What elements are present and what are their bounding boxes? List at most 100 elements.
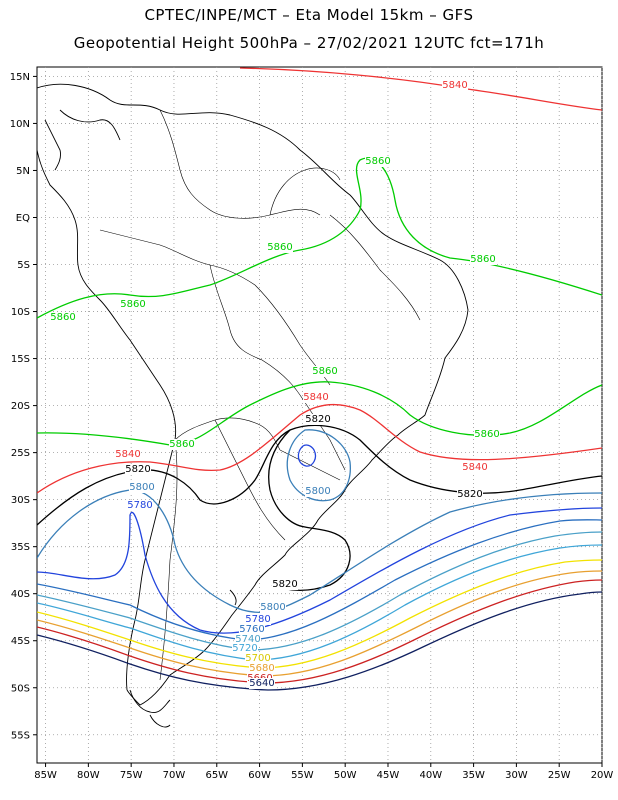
- contour-label: 5860: [474, 429, 499, 440]
- lat-tick-label: 10N: [10, 119, 30, 130]
- lon-tick-label: 65W: [205, 770, 228, 781]
- contour-label: 5860: [169, 439, 194, 450]
- lat-tick-label: 15N: [10, 72, 30, 83]
- contour-label: 5860: [50, 312, 75, 323]
- contour-label: 5800: [260, 602, 285, 613]
- contour-label-bg: [115, 449, 141, 460]
- contour-label-bg: [312, 366, 338, 377]
- lon-tick-label: 50W: [334, 770, 357, 781]
- contour-5780: [37, 507, 602, 634]
- contour-label: 5860: [470, 254, 495, 265]
- contour-5780-low: [297, 444, 317, 467]
- map-title-line2: Geopotential Height 500hPa – 27/02/2021 …: [73, 34, 545, 52]
- contour-5860-north: [37, 157, 602, 319]
- contour-5840-south: [37, 403, 602, 494]
- contour-label: 5820: [457, 489, 482, 500]
- lat-tick-label: 45S: [11, 636, 30, 647]
- contour-label: 5700: [245, 653, 270, 664]
- contour-5740: [37, 531, 602, 651]
- contour-5820-low: [268, 429, 351, 591]
- lon-tick-label: 75W: [120, 770, 143, 781]
- contour-label-bg: [267, 242, 293, 253]
- contour-labels: 5840 5860 5860 5860 5860 5860 5860 5860 5860 5840…: [50, 80, 500, 689]
- lon-tick-label: 35W: [462, 770, 485, 781]
- contour-label-bg: [245, 653, 271, 664]
- lat-tick-label: 5N: [16, 166, 30, 177]
- contour-5720: [37, 544, 602, 661]
- contour-label-bg: [272, 579, 298, 590]
- lon-tick-label: 40W: [419, 770, 442, 781]
- contour-label-bg: [125, 464, 151, 475]
- contour-5700: [37, 559, 602, 669]
- contour-label-bg: [169, 439, 195, 450]
- contour-label-bg: [239, 624, 265, 635]
- contour-label-bg: [462, 462, 488, 473]
- lon-tick-label: 45W: [377, 770, 400, 781]
- contour-5680: [37, 570, 602, 677]
- contour-label-bg: [442, 80, 468, 91]
- lat-tick-label: EQ: [16, 213, 30, 224]
- lon-tick-label: 55W: [291, 770, 314, 781]
- contour-label: 5860: [312, 366, 337, 377]
- contour-label: 5840: [462, 462, 487, 473]
- contour-label: 5800: [129, 482, 154, 493]
- lat-tick-label: 5S: [17, 260, 30, 271]
- contour-label-bg: [305, 486, 331, 497]
- contour-label-bg: [245, 614, 271, 625]
- lon-tick-label: 60W: [248, 770, 271, 781]
- contour-label: 5740: [235, 634, 260, 645]
- contour-label-bg: [120, 299, 146, 310]
- contour-label-bg: [303, 392, 329, 403]
- contour-5760: [37, 519, 602, 641]
- contour-5800-low: [286, 429, 351, 502]
- lon-tick-label: 80W: [77, 770, 100, 781]
- lat-tick-label: 10S: [11, 307, 30, 318]
- lon-tick-label: 30W: [505, 770, 528, 781]
- map-title-line1: CPTEC/INPE/MCT – Eta Model 15km – GFS: [144, 6, 474, 24]
- contour-label-bg: [127, 500, 153, 511]
- contour-label: 5860: [365, 156, 390, 167]
- contour-label: 5640: [249, 678, 274, 689]
- contour-5820-south: [37, 424, 602, 526]
- contour-label: 5720: [232, 643, 257, 654]
- contour-label: 5760: [239, 624, 264, 635]
- lat-tick-label: 20S: [11, 401, 30, 412]
- contour-label: 5820: [125, 464, 150, 475]
- lon-tick-label: 85W: [34, 770, 57, 781]
- contour-label-bg: [260, 602, 286, 613]
- contour-label-bg: [457, 489, 483, 500]
- lat-tick-label: 50S: [11, 683, 30, 694]
- contour-5640: [37, 591, 602, 691]
- contour-label-bg: [129, 482, 155, 493]
- contour-label-bg: [232, 643, 258, 654]
- contour-5660: [37, 579, 602, 684]
- contour-label: 5780: [245, 614, 270, 625]
- contour-label-bg: [50, 312, 76, 323]
- lat-tick-label: 55S: [11, 730, 30, 741]
- lon-tick-label: 25W: [548, 770, 571, 781]
- contour-label: 5800: [305, 486, 330, 497]
- lat-tick-label: 30S: [11, 495, 30, 506]
- contour-label: 5840: [442, 80, 467, 91]
- contour-label: 5680: [249, 663, 274, 674]
- coastlines: [37, 83, 469, 728]
- contour-label-bg: [249, 663, 275, 674]
- contour-label: 5840: [115, 449, 140, 460]
- lon-tick-label: 70W: [163, 770, 186, 781]
- contour-label: 5840: [303, 392, 328, 403]
- contour-label-bg: [474, 429, 500, 440]
- contours: [37, 67, 602, 691]
- contour-label-bg: [249, 678, 275, 689]
- contour-label: 5820: [305, 414, 330, 425]
- axis-ticks: 15N 10N 5N EQ 5S 10S 15S 20S 25S 30S 35S 40S 45S 50S 5…: [10, 72, 614, 781]
- contour-label: 5820: [272, 579, 297, 590]
- contour-label-bg: [235, 634, 261, 645]
- lat-tick-label: 35S: [11, 542, 30, 553]
- lat-tick-label: 25S: [11, 448, 30, 459]
- contour-label-bg: [365, 156, 391, 167]
- contour-5860-south: [37, 381, 602, 446]
- contour-label: 5780: [127, 500, 152, 511]
- contour-label: 5860: [120, 299, 145, 310]
- lat-tick-label: 15S: [11, 354, 30, 365]
